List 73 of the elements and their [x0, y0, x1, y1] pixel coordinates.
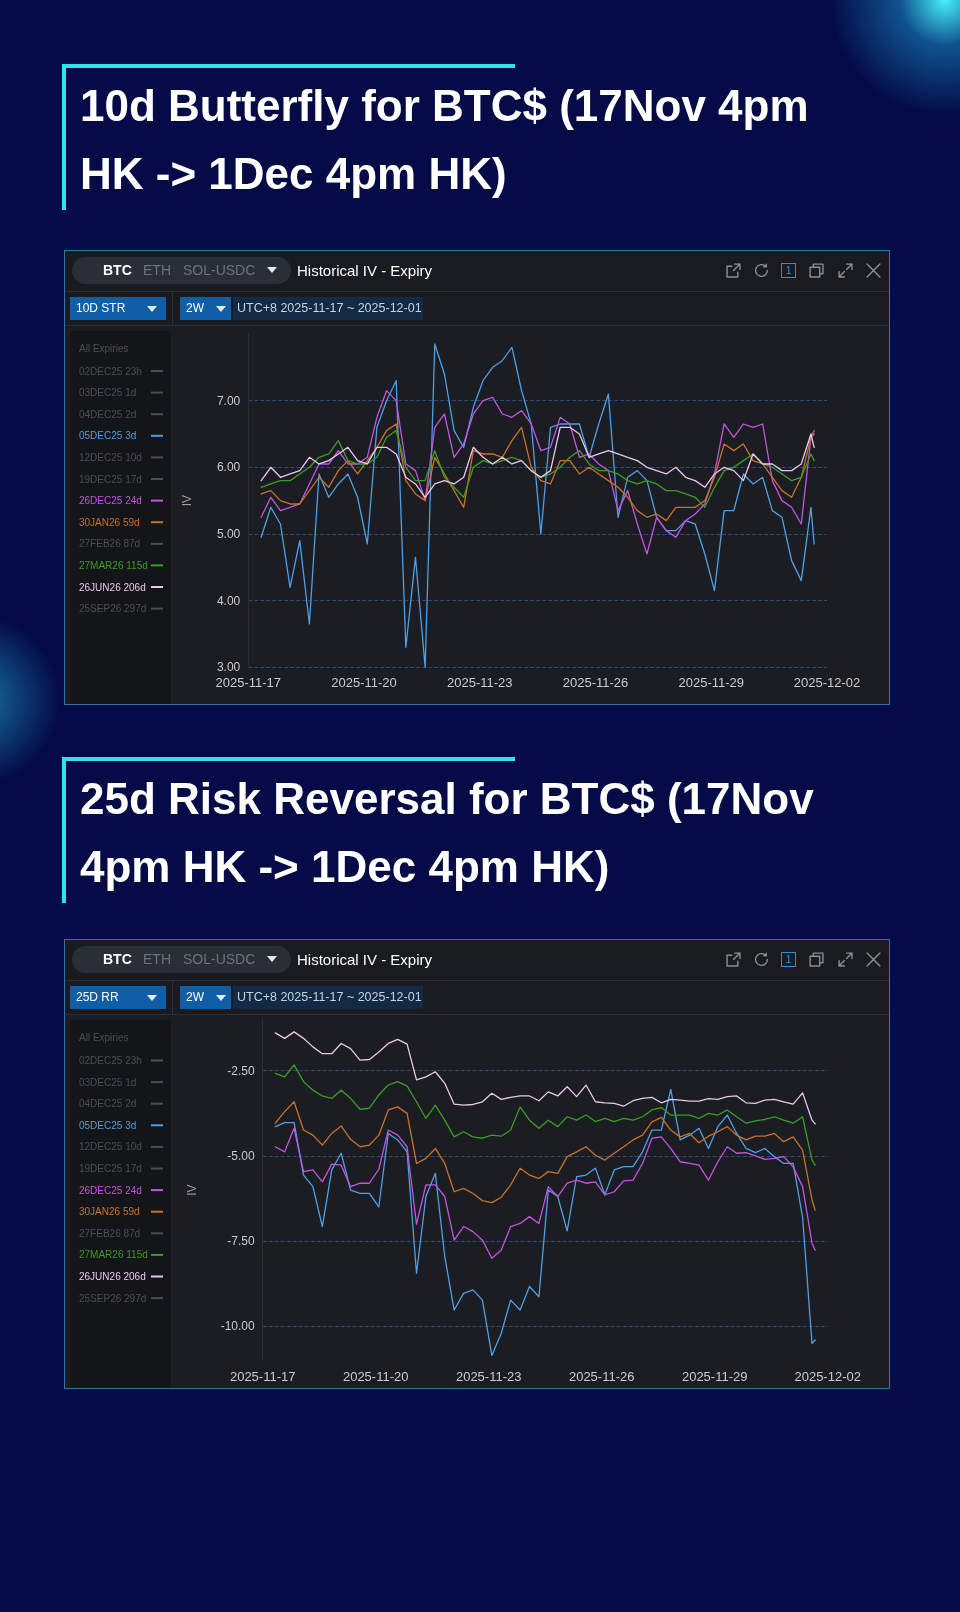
line-series: [274, 1088, 816, 1357]
line-series: [274, 1101, 816, 1211]
line-series: [260, 390, 815, 555]
legend-label: 27MAR26 115d: [79, 1249, 148, 1261]
x-tick-label: 2025-11-17: [229, 1368, 296, 1384]
legend-label: 19DEC25 17d: [79, 473, 142, 485]
legend-label: 27FEB26 87d: [79, 538, 141, 550]
y-tick-label: 4.00: [216, 593, 241, 608]
y-tick-label: 6.00: [216, 460, 241, 475]
date-range-field: UTC+8 2025-11-17 ~ 2025-12-01: [233, 986, 423, 1009]
legend-label: 19DEC25 17d: [79, 1163, 142, 1174]
legend-label: 25SEP26 297d: [79, 1292, 147, 1304]
legend-label: 25SEP26 297d: [79, 603, 147, 615]
y-axis-title: IV: [184, 1184, 199, 1196]
legend-label: 02DEC25 23h: [79, 1055, 142, 1066]
legend-label: 26JUN26 206d: [79, 1271, 146, 1282]
count-badge: 1: [781, 263, 796, 278]
legend-title: All Expiries: [79, 1032, 129, 1043]
legend-title: All Expiries: [79, 342, 129, 354]
y-tick-label: -7.50: [227, 1234, 256, 1249]
y-tick-label: -5.00: [227, 1148, 256, 1163]
legend-label: 27MAR26 115d: [79, 559, 148, 571]
legend-label: 30JAN26 59d: [79, 1206, 140, 1218]
line-series: [260, 423, 815, 522]
legend-label: 04DEC25 2d: [79, 408, 137, 420]
text: Historical IV - Expiry: [297, 950, 433, 970]
line-series: [274, 1127, 816, 1259]
line-series: [274, 1064, 816, 1166]
x-tick-label: 2025-11-26: [568, 1368, 635, 1384]
x-tick-label: 2025-12-02: [794, 1368, 861, 1384]
legend-label: 26JUN26 206d: [79, 581, 146, 593]
y-tick-label: 7.00: [216, 393, 241, 408]
y-tick-label: 5.00: [216, 526, 241, 541]
x-tick-label: 2025-11-20: [331, 675, 397, 691]
legend-label: 05DEC25 3d: [79, 1119, 137, 1131]
line-series: [260, 426, 815, 498]
y-tick-label: -10.00: [220, 1319, 256, 1334]
period-dropdown: 2W: [180, 297, 231, 320]
x-tick-label: 2025-11-23: [447, 675, 513, 691]
count-badge: 1: [781, 952, 796, 967]
legend-label: 02DEC25 23h: [79, 365, 142, 377]
period-dropdown: 2W: [180, 986, 231, 1009]
x-tick-label: 2025-11-17: [215, 675, 282, 691]
line-series: [274, 1031, 816, 1125]
legend-label: 12DEC25 10d: [79, 1141, 142, 1153]
date-range-field: UTC+8 2025-11-17 ~ 2025-12-01: [233, 297, 423, 320]
metric-dropdown: 25D RR: [70, 986, 166, 1009]
legend-label: 03DEC25 1d: [79, 387, 137, 399]
y-tick-label: 3.00: [216, 660, 241, 675]
legend-label: 04DEC25 2d: [79, 1098, 137, 1110]
legend-label: 27FEB26 87d: [79, 1227, 141, 1239]
line-series: [260, 430, 815, 508]
metric-dropdown: 10D STR: [70, 297, 166, 320]
chart-title: 10d Butterfly for BTC$ (17Nov 4pm HK -> 1Dec 4pm HK): [80, 80, 810, 200]
legend-label: 26DEC25 24d: [79, 495, 142, 507]
y-axis-title: IV: [180, 494, 195, 507]
line-series: [260, 343, 815, 668]
legend-label: 30JAN26 59d: [79, 516, 140, 528]
y-tick-label: -2.50: [227, 1063, 256, 1078]
text: Historical IV - Expiry: [297, 261, 433, 281]
legend-label: 26DEC25 24d: [79, 1184, 142, 1196]
legend-label: 03DEC25 1d: [79, 1076, 137, 1088]
asset-selector: BTC ETH SOL-USDC: [72, 257, 291, 284]
legend-label: 12DEC25 10d: [79, 451, 142, 463]
asset-selector: BTC ETH SOL-USDC: [72, 946, 291, 973]
x-tick-label: 2025-12-02: [793, 675, 861, 691]
legend-label: 05DEC25 3d: [79, 430, 137, 442]
x-tick-label: 2025-11-20: [342, 1368, 409, 1384]
x-tick-label: 2025-11-26: [562, 675, 629, 691]
x-tick-label: 2025-11-29: [678, 675, 745, 691]
chart-title: 25d Risk Reversal for BTC$ (17Nov 4pm HK -> 1Dec 4pm HK): [80, 773, 815, 893]
x-tick-label: 2025-11-23: [455, 1368, 522, 1384]
x-tick-label: 2025-11-29: [681, 1368, 748, 1384]
